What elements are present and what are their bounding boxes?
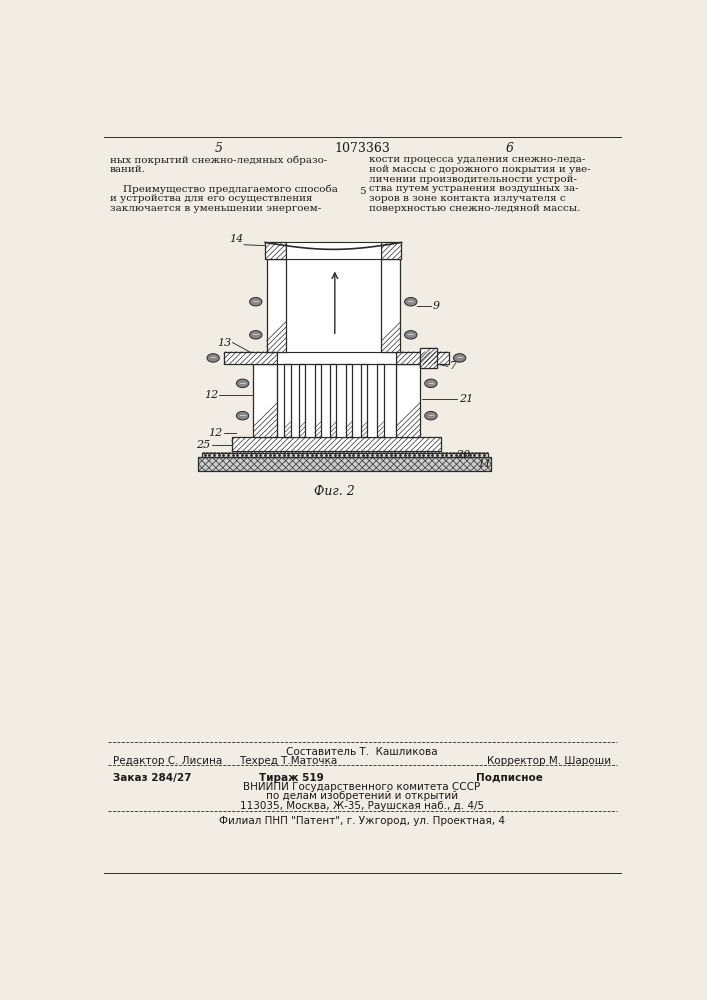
Bar (202, 453, 488, 457)
Text: личении производительности устрой-: личении производительности устрой- (369, 175, 577, 184)
Text: Филиал ПНП "Патент", г. Ужгород, ул. Проектная, 4: Филиал ПНП "Патент", г. Ужгород, ул. Про… (219, 816, 505, 826)
Bar (378, 364, 384, 437)
Text: Корректор М. Шароши: Корректор М. Шароши (487, 756, 612, 766)
Text: Тираж 519: Тираж 519 (259, 773, 324, 783)
Bar (286, 242, 381, 259)
Ellipse shape (425, 411, 437, 420)
Bar (346, 364, 352, 437)
Text: Фиг. 2: Фиг. 2 (315, 485, 355, 498)
Text: ВНИИПИ Государственного комитета СССР: ВНИИПИ Государственного комитета СССР (243, 782, 481, 792)
Bar (420, 348, 437, 368)
Text: 14: 14 (229, 234, 243, 244)
Text: ваний.: ваний. (110, 165, 146, 174)
Text: Преимущество предлагаемого способа: Преимущество предлагаемого способа (110, 184, 338, 194)
Bar (267, 259, 286, 352)
Text: Заказ 284/27: Заказ 284/27 (113, 773, 192, 783)
Ellipse shape (250, 297, 262, 306)
Bar (199, 457, 491, 471)
Bar (276, 364, 396, 437)
Text: поверхностью снежно-ледяной массы.: поверхностью снежно-ледяной массы. (369, 204, 580, 213)
Bar (396, 352, 449, 364)
Text: ных покрытий снежно-ледяных образо-: ных покрытий снежно-ледяных образо- (110, 155, 327, 165)
Bar (381, 259, 400, 352)
Text: Подписное: Подписное (476, 773, 543, 783)
Text: 9: 9 (433, 301, 440, 311)
Text: 11: 11 (477, 459, 491, 469)
Text: 5: 5 (358, 187, 366, 196)
Bar (381, 242, 402, 259)
Bar (286, 259, 381, 352)
Ellipse shape (236, 411, 249, 420)
Bar (315, 364, 321, 437)
Text: и устройства для его осуществления: и устройства для его осуществления (110, 194, 312, 203)
Text: 21: 21 (459, 394, 473, 404)
Text: 113035, Москва, Ж-35, Раушская наб., д. 4/5: 113035, Москва, Ж-35, Раушская наб., д. … (240, 801, 484, 811)
Ellipse shape (250, 331, 262, 339)
Bar (265, 242, 286, 259)
Bar (276, 364, 396, 437)
Ellipse shape (453, 354, 466, 362)
Bar (253, 364, 276, 437)
Bar (284, 364, 291, 437)
Text: Редактор С. Лисина: Редактор С. Лисина (113, 756, 223, 766)
Ellipse shape (236, 379, 249, 388)
Ellipse shape (207, 354, 219, 362)
Ellipse shape (404, 297, 417, 306)
Text: заключается в уменьшении энергоем-: заключается в уменьшении энергоем- (110, 204, 321, 213)
Text: 5: 5 (215, 142, 223, 155)
Text: ной массы с дорожного покрытия и уве-: ной массы с дорожного покрытия и уве- (369, 165, 590, 174)
Text: Составитель Т.  Кашликова: Составитель Т. Кашликова (286, 747, 438, 757)
Text: Техред Т.Маточка: Техред Т.Маточка (240, 756, 338, 766)
Bar (224, 352, 276, 364)
Bar (330, 364, 337, 437)
Text: 13: 13 (218, 338, 232, 348)
Text: 12: 12 (204, 390, 218, 400)
Bar (299, 364, 305, 437)
Bar (232, 437, 441, 451)
Ellipse shape (404, 331, 417, 339)
Text: 25: 25 (196, 440, 210, 450)
Text: кости процесса удаления снежно-леда-: кости процесса удаления снежно-леда- (369, 155, 585, 164)
Text: 6: 6 (506, 142, 513, 155)
Text: 12: 12 (208, 428, 223, 438)
Text: 7: 7 (450, 361, 457, 371)
Text: 1073363: 1073363 (334, 142, 390, 155)
Bar (396, 364, 420, 437)
Text: по делам изобретений и открытий: по делам изобретений и открытий (266, 791, 458, 801)
Bar (420, 348, 437, 368)
Text: 20: 20 (457, 450, 471, 460)
Bar (361, 364, 368, 437)
Ellipse shape (425, 379, 437, 388)
Bar (276, 352, 396, 364)
Text: зоров в зоне контакта излучателя с: зоров в зоне контакта излучателя с (369, 194, 566, 203)
Text: ства путем устранения воздушных за-: ства путем устранения воздушных за- (369, 184, 578, 193)
